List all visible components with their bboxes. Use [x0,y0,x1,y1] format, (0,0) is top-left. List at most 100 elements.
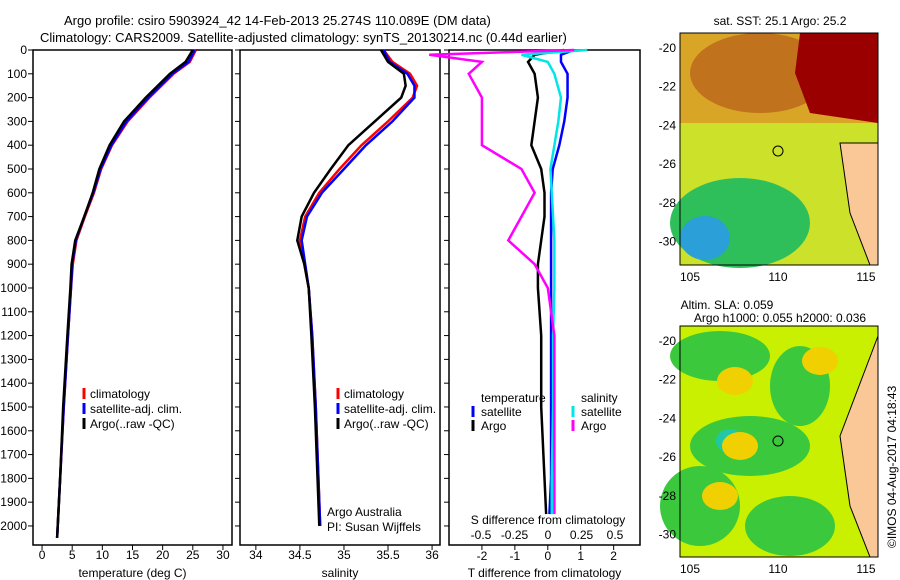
x-tick-label: 35 [337,548,351,562]
legend-label: climatology [344,387,404,401]
x-axis-label: T difference from climatology [468,566,622,580]
series-line-s-argo [429,48,575,515]
sla-field [717,367,753,395]
x-axis-label: salinity [322,566,359,580]
map-y-tick-label: -20 [659,334,677,348]
x2-tick-label: 0 [545,528,552,542]
x2-tick-label: 0.25 [570,528,594,542]
map-y-tick-label: -26 [659,450,677,464]
y-tick-label: 900 [7,257,27,271]
annotation: Argo Australia [327,505,402,519]
map-title: Argo h1000: 0.055 h2000: 0.036 [694,311,866,325]
series-line-satellite-adj-clim- [300,49,416,527]
x-tick-label: 5 [69,548,76,562]
sst-field [680,216,730,260]
legend-label: satellite-adj. clim. [344,402,436,416]
series-line-s-satellite [521,48,588,515]
x-tick-label: 36 [425,548,439,562]
legend-heading: salinity [581,391,618,405]
argo-position-marker [772,435,784,447]
y-tick-label: 1100 [1,305,27,319]
x-tick-label: 30 [216,548,230,562]
x-tick-label: 15 [126,548,140,562]
series-line-satellite-adj-clim- [55,49,196,538]
map-x-tick-label: 115 [856,562,875,576]
map-y-tick-label: -22 [659,373,677,387]
legend-label: satellite [481,405,522,419]
y-tick-label: 1500 [0,400,27,414]
x-tick-label: 34 [249,548,263,562]
y-tick-label: 400 [7,138,27,152]
x2-tick-label: -0.5 [471,528,492,542]
y-tick-label: 200 [7,91,27,105]
map-y-tick-label: -22 [659,80,677,94]
x-tick-label: -2 [477,549,488,563]
map-title: Altim. SLA: 0.059 [681,298,774,312]
x-axis-label: temperature (deg C) [78,566,186,580]
sla-field [802,347,838,375]
x-tick-label: 25 [186,548,200,562]
sst-field [795,33,878,123]
series-line-argo-raw-qc- [295,49,407,527]
x-tick-label: 2 [610,549,617,563]
y-tick-label: 600 [7,186,27,200]
x-tick-label: -1 [510,549,521,563]
legend-label: Argo [481,419,507,433]
map-x-tick-label: 105 [680,562,700,576]
legend-label: satellite-adj. clim. [90,402,182,416]
x-tick-label: 10 [96,548,110,562]
map-sla [660,325,879,558]
legend-label: satellite [581,405,622,419]
y-tick-label: 1800 [0,471,27,485]
map-y-tick-label: -20 [659,41,677,55]
map-y-tick-label: -24 [659,411,677,425]
map-x-tick-label: 105 [680,270,700,284]
x-tick-label: 0 [39,548,46,562]
map-x-tick-label: 110 [768,270,787,284]
y-tick-label: 100 [7,67,27,81]
y-tick-label: 1300 [0,352,27,366]
legend-heading: temperature [481,391,546,405]
sla-field [722,432,758,460]
legend-label: Argo(..raw -QC) [90,417,175,431]
title-line1: Argo profile: csiro 5903924_42 14-Feb-20… [64,13,491,28]
y-tick-label: 2000 [0,519,27,533]
map-x-tick-label: 110 [768,562,787,576]
map-frame [679,32,879,266]
map-frame [679,325,879,558]
y-tick-label: 800 [7,233,27,247]
legend-label: Argo(..raw -QC) [344,417,429,431]
credit: ©IMOS 04-Aug-2017 04:18:43 [885,385,899,548]
x2-tick-label: -0.25 [501,528,529,542]
y-tick-label: 1900 [0,495,27,509]
y-tick-label: 700 [7,210,27,224]
y-tick-label: 300 [7,114,27,128]
map-x-tick-label: 115 [856,270,875,284]
x-tick-label: 35.5 [376,548,400,562]
x2-axis-label: S difference from climatology [471,513,626,527]
title-line2: Climatology: CARS2009. Satellite-adjuste… [40,30,567,45]
map-y-tick-label: -28 [659,196,677,210]
sla-field [670,331,770,381]
x-tick-label: 0 [544,549,551,563]
series-line-argo-raw-qc- [55,49,194,538]
y-tick-label: 0 [20,43,27,57]
series-line-t-argo [526,48,565,515]
map-y-tick-label: -30 [659,528,677,542]
x-tick-label: 34.5 [288,548,312,562]
map-y-tick-label: -26 [659,157,677,171]
x-tick-label: 20 [156,548,170,562]
y-tick-label: 1700 [0,448,27,462]
annotation: PI: Susan Wijffels [327,520,421,534]
map-sst [670,32,879,268]
y-tick-label: 1400 [0,376,27,390]
x-tick-label: 1 [577,549,584,563]
legend-label: Argo [581,419,607,433]
sla-field [745,496,835,556]
y-tick-label: 500 [7,162,27,176]
map-y-tick-label: -24 [659,118,677,132]
plot-frame-temperature [32,49,233,546]
plot-frame-salinity [239,49,441,546]
